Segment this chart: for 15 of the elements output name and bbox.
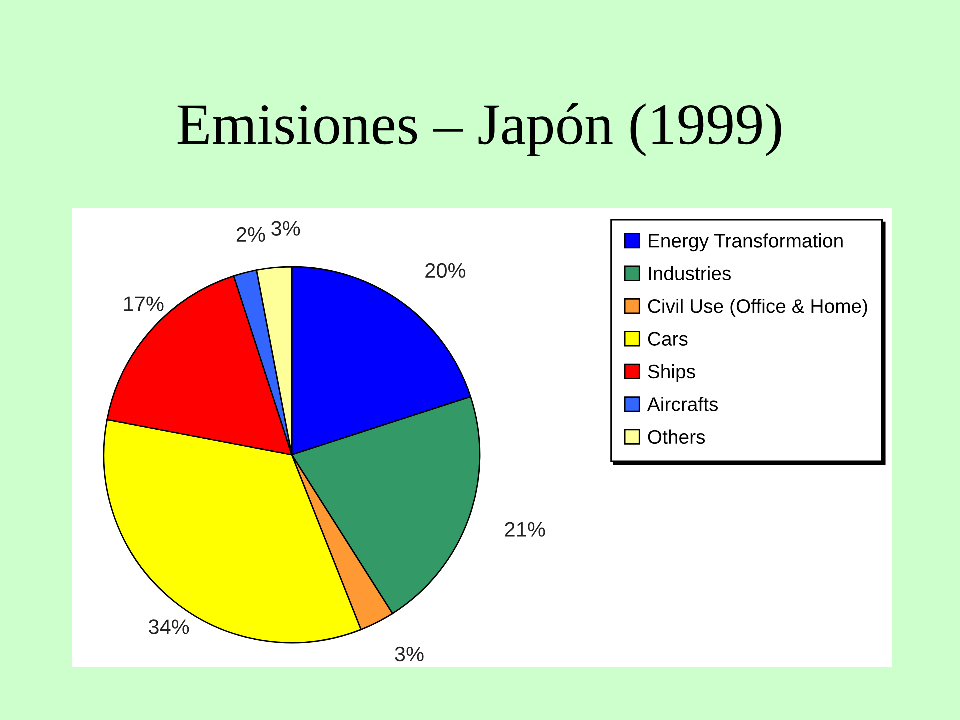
chart-title: Emisiones – Japón (1999) [178,104,782,156]
legend-label: Industries [649,266,732,281]
legend-label: Others [648,430,706,444]
data-label: 20% [426,263,466,278]
data-label: 34% [148,620,190,634]
legend-label: Aircrafts [647,397,718,412]
legend-label: Energy Transformation [649,234,843,252]
legend-label: Cars [648,332,688,346]
legend-label: Civil Use (Office & Home) [648,298,868,318]
data-label: 17% [124,296,164,312]
legend-label: Ships [648,364,696,383]
data-label: 3% [272,221,300,236]
data-label: 21% [505,522,546,537]
data-label: 3% [395,646,424,662]
data-label: 2% [236,227,266,242]
